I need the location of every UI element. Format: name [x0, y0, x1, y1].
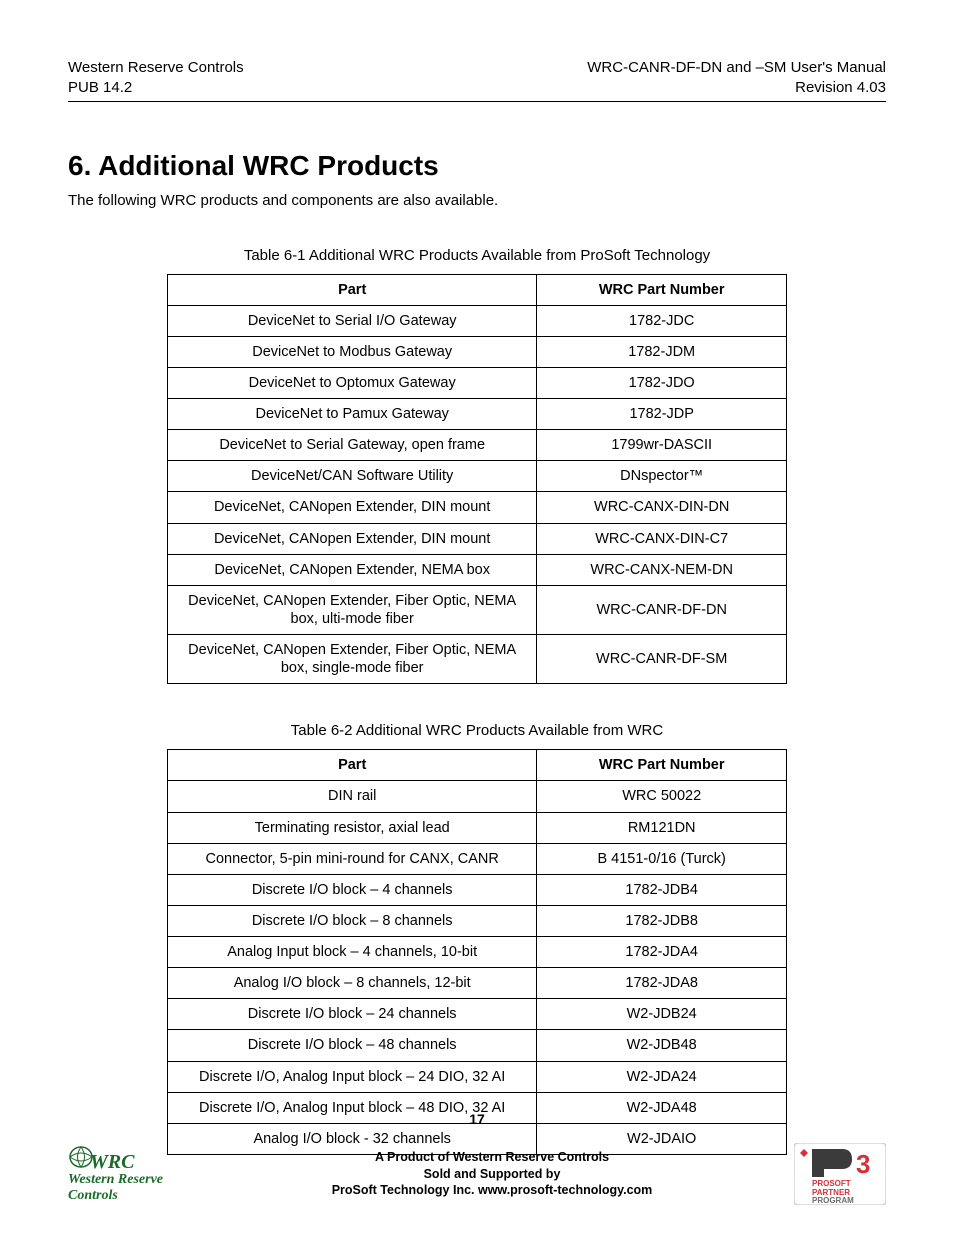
footer-line-3: ProSoft Technology Inc. www.prosoft-tech…	[198, 1182, 786, 1199]
table-cell: 1799wr-DASCII	[537, 430, 787, 461]
table-1: Part WRC Part Number DeviceNet to Serial…	[167, 274, 787, 685]
wrc-logo: WRC Western Reserve Controls	[68, 1145, 198, 1204]
table-cell: DIN rail	[168, 781, 537, 812]
svg-text:PROSOFT: PROSOFT	[812, 1179, 851, 1188]
page-number: 17	[0, 1111, 954, 1127]
table-row: DeviceNet/CAN Software UtilityDNspector™	[168, 461, 787, 492]
table-2: Part WRC Part Number DIN railWRC 50022Te…	[167, 749, 787, 1155]
table-cell: WRC 50022	[537, 781, 787, 812]
table-cell: DeviceNet to Modbus Gateway	[168, 336, 537, 367]
svg-text:3: 3	[856, 1149, 870, 1179]
table-row: Terminating resistor, axial leadRM121DN	[168, 812, 787, 843]
table-row: Analog Input block – 4 channels, 10-bit1…	[168, 937, 787, 968]
table-cell: WRC-CANX-DIN-C7	[537, 523, 787, 554]
table-cell: 1782-JDA4	[537, 937, 787, 968]
table-cell: W2-JDB24	[537, 999, 787, 1030]
table-cell: DeviceNet, CANopen Extender, Fiber Optic…	[168, 635, 537, 684]
header-right: WRC-CANR-DF-DN and –SM User's Manual Rev…	[587, 58, 886, 99]
table-cell: 1782-JDB4	[537, 874, 787, 905]
table-1-col-part: Part	[168, 274, 537, 305]
table-row: DeviceNet to Optomux Gateway1782-JDO	[168, 367, 787, 398]
page-footer: WRC Western Reserve Controls A Product o…	[68, 1143, 886, 1205]
table-row: DeviceNet, CANopen Extender, DIN mountWR…	[168, 523, 787, 554]
table-cell: Discrete I/O, Analog Input block – 24 DI…	[168, 1061, 537, 1092]
table-row: DeviceNet, CANopen Extender, DIN mountWR…	[168, 492, 787, 523]
table-cell: DeviceNet to Pamux Gateway	[168, 399, 537, 430]
table-cell: DeviceNet, CANopen Extender, NEMA box	[168, 554, 537, 585]
p3-logo: 3 PROSOFT PARTNER PROGRAM	[786, 1143, 886, 1205]
document-page: Western Reserve Controls PUB 14.2 WRC-CA…	[0, 0, 954, 1235]
section-intro: The following WRC products and component…	[68, 192, 886, 209]
table-1-body: DeviceNet to Serial I/O Gateway1782-JDCD…	[168, 305, 787, 684]
header-left: Western Reserve Controls PUB 14.2	[68, 58, 244, 99]
table-cell: W2-JDB48	[537, 1030, 787, 1061]
table-cell: DeviceNet to Optomux Gateway	[168, 367, 537, 398]
table-1-col-number: WRC Part Number	[537, 274, 787, 305]
table-2-col-part: Part	[168, 750, 537, 781]
table-cell: W2-JDA24	[537, 1061, 787, 1092]
header-rule	[68, 101, 886, 102]
table-row: Discrete I/O block – 4 channels1782-JDB4	[168, 874, 787, 905]
table-2-col-number: WRC Part Number	[537, 750, 787, 781]
table-cell: WRC-CANR-DF-SM	[537, 635, 787, 684]
table-row: DeviceNet to Serial Gateway, open frame1…	[168, 430, 787, 461]
table-1-caption: Table 6-1 Additional WRC Products Availa…	[68, 247, 886, 264]
header-company: Western Reserve Controls	[68, 58, 244, 78]
table-row: Discrete I/O block – 48 channelsW2-JDB48	[168, 1030, 787, 1061]
section-title: 6. Additional WRC Products	[68, 150, 886, 182]
table-header-row: Part WRC Part Number	[168, 750, 787, 781]
table-row: DeviceNet, CANopen Extender, Fiber Optic…	[168, 585, 787, 634]
footer-line-1: A Product of Western Reserve Controls	[198, 1149, 786, 1166]
table-2-caption: Table 6-2 Additional WRC Products Availa…	[68, 722, 886, 739]
table-row: Analog I/O block – 8 channels, 12-bit178…	[168, 968, 787, 999]
table-cell: 1782-JDM	[537, 336, 787, 367]
table-cell: Discrete I/O block – 48 channels	[168, 1030, 537, 1061]
header-pub: PUB 14.2	[68, 78, 244, 98]
table-cell: DeviceNet/CAN Software Utility	[168, 461, 537, 492]
table-row: DeviceNet to Serial I/O Gateway1782-JDC	[168, 305, 787, 336]
header-manual-title: WRC-CANR-DF-DN and –SM User's Manual	[587, 58, 886, 78]
table-cell: 1782-JDC	[537, 305, 787, 336]
table-row: DIN railWRC 50022	[168, 781, 787, 812]
table-cell: Connector, 5-pin mini-round for CANX, CA…	[168, 843, 537, 874]
table-cell: WRC-CANX-DIN-DN	[537, 492, 787, 523]
table-row: DeviceNet to Modbus Gateway1782-JDM	[168, 336, 787, 367]
table-cell: DeviceNet, CANopen Extender, DIN mount	[168, 523, 537, 554]
table-cell: DNspector™	[537, 461, 787, 492]
table-cell: B 4151-0/16 (Turck)	[537, 843, 787, 874]
table-cell: Analog I/O block – 8 channels, 12-bit	[168, 968, 537, 999]
table-cell: 1782-JDB8	[537, 905, 787, 936]
table-cell: DeviceNet, CANopen Extender, DIN mount	[168, 492, 537, 523]
table-row: Connector, 5-pin mini-round for CANX, CA…	[168, 843, 787, 874]
table-row: DeviceNet, CANopen Extender, Fiber Optic…	[168, 635, 787, 684]
table-cell: 1782-JDO	[537, 367, 787, 398]
page-header: Western Reserve Controls PUB 14.2 WRC-CA…	[68, 58, 886, 99]
table-cell: DeviceNet to Serial I/O Gateway	[168, 305, 537, 336]
table-cell: 1782-JDA8	[537, 968, 787, 999]
table-cell: WRC-CANX-NEM-DN	[537, 554, 787, 585]
table-cell: Discrete I/O block – 24 channels	[168, 999, 537, 1030]
table-row: DeviceNet, CANopen Extender, NEMA boxWRC…	[168, 554, 787, 585]
table-cell: RM121DN	[537, 812, 787, 843]
table-row: Discrete I/O block – 8 channels1782-JDB8	[168, 905, 787, 936]
table-cell: Terminating resistor, axial lead	[168, 812, 537, 843]
table-cell: DeviceNet to Serial Gateway, open frame	[168, 430, 537, 461]
table-row: DeviceNet to Pamux Gateway1782-JDP	[168, 399, 787, 430]
table-row: Discrete I/O block – 24 channelsW2-JDB24	[168, 999, 787, 1030]
wrc-logo-text: WRC	[90, 1151, 134, 1174]
table-row: Discrete I/O, Analog Input block – 24 DI…	[168, 1061, 787, 1092]
wrc-logo-subtext: Western Reserve Controls	[68, 1172, 198, 1204]
footer-line-2: Sold and Supported by	[198, 1166, 786, 1183]
table-cell: Analog Input block – 4 channels, 10-bit	[168, 937, 537, 968]
table-cell: Discrete I/O block – 4 channels	[168, 874, 537, 905]
svg-text:PROGRAM: PROGRAM	[812, 1196, 854, 1205]
header-revision: Revision 4.03	[587, 78, 886, 98]
table-2-body: DIN railWRC 50022Terminating resistor, a…	[168, 781, 787, 1155]
footer-text: A Product of Western Reserve Controls So…	[198, 1149, 786, 1200]
table-header-row: Part WRC Part Number	[168, 274, 787, 305]
table-cell: DeviceNet, CANopen Extender, Fiber Optic…	[168, 585, 537, 634]
table-cell: 1782-JDP	[537, 399, 787, 430]
table-cell: WRC-CANR-DF-DN	[537, 585, 787, 634]
table-cell: Discrete I/O block – 8 channels	[168, 905, 537, 936]
